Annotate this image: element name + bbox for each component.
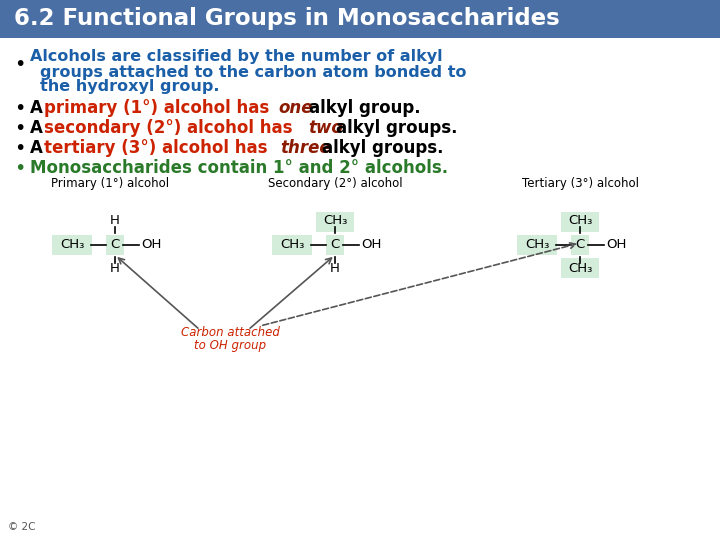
Text: H: H (110, 262, 120, 275)
FancyBboxPatch shape (316, 212, 354, 232)
Bar (0, 0, 720, 38)
Text: OH: OH (361, 239, 381, 252)
Text: C: C (110, 239, 120, 252)
Text: alkyl group.: alkyl group. (309, 99, 420, 117)
FancyBboxPatch shape (561, 258, 599, 278)
Text: OH: OH (141, 239, 161, 252)
Text: H: H (110, 214, 120, 227)
Text: 6.2 Functional Groups in Monosaccharides: 6.2 Functional Groups in Monosaccharides (14, 8, 559, 30)
Text: A: A (30, 139, 43, 157)
Text: Monosaccharides contain 1° and 2° alcohols.: Monosaccharides contain 1° and 2° alcoho… (30, 159, 448, 177)
FancyBboxPatch shape (517, 235, 557, 255)
Text: CH₃: CH₃ (525, 239, 549, 252)
FancyBboxPatch shape (561, 212, 599, 232)
Text: CH₃: CH₃ (323, 214, 347, 227)
Text: C: C (575, 239, 585, 252)
Text: CH₃: CH₃ (568, 214, 592, 227)
Text: tertiary (3°) alcohol has: tertiary (3°) alcohol has (44, 139, 268, 157)
Text: A: A (30, 99, 43, 117)
Text: two: two (308, 119, 343, 137)
Text: primary (1°) alcohol has: primary (1°) alcohol has (44, 99, 269, 117)
FancyBboxPatch shape (326, 235, 344, 255)
Text: H: H (330, 262, 340, 275)
FancyBboxPatch shape (272, 235, 312, 255)
Text: one: one (278, 99, 312, 117)
Text: •: • (14, 56, 25, 75)
Text: CH₃: CH₃ (568, 262, 592, 275)
Text: CH₃: CH₃ (60, 239, 84, 252)
Text: to OH group: to OH group (194, 340, 266, 353)
FancyBboxPatch shape (52, 235, 92, 255)
Text: Carbon attached: Carbon attached (181, 326, 279, 339)
Text: •: • (14, 98, 25, 118)
Text: •: • (14, 118, 25, 138)
Text: C: C (330, 239, 340, 252)
Text: Primary (1°) alcohol: Primary (1°) alcohol (51, 178, 169, 191)
Text: the hydroxyl group.: the hydroxyl group. (40, 79, 220, 94)
Text: A: A (30, 119, 43, 137)
FancyBboxPatch shape (106, 235, 124, 255)
Text: three: three (280, 139, 330, 157)
Text: groups attached to the carbon atom bonded to: groups attached to the carbon atom bonde… (40, 64, 467, 79)
Text: Secondary (2°) alcohol: Secondary (2°) alcohol (268, 178, 402, 191)
Text: alkyl groups.: alkyl groups. (336, 119, 457, 137)
Text: •: • (14, 159, 25, 178)
Text: •: • (14, 138, 25, 158)
Text: OH: OH (606, 239, 626, 252)
Text: secondary (2°) alcohol has: secondary (2°) alcohol has (44, 119, 292, 137)
FancyBboxPatch shape (571, 235, 589, 255)
Text: © 2C: © 2C (8, 522, 35, 532)
Text: alkyl groups.: alkyl groups. (322, 139, 444, 157)
Text: Tertiary (3°) alcohol: Tertiary (3°) alcohol (521, 178, 639, 191)
Text: CH₃: CH₃ (280, 239, 304, 252)
Text: Alcohols are classified by the number of alkyl: Alcohols are classified by the number of… (30, 50, 443, 64)
